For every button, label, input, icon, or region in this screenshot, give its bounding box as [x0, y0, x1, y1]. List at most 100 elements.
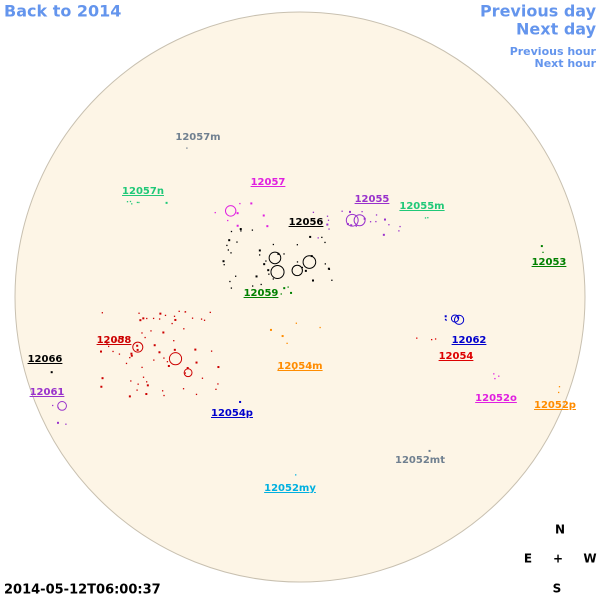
- previous-day-link[interactable]: Previous day: [480, 2, 597, 21]
- sunspot: [100, 350, 103, 353]
- sunspot: [326, 223, 329, 226]
- sunspot: [161, 390, 164, 392]
- sunspot-ring: [183, 368, 193, 378]
- sunspot: [178, 310, 180, 312]
- region-label[interactable]: 12057m: [175, 132, 220, 143]
- previous-hour-link[interactable]: Previous hour: [510, 45, 597, 58]
- region-label[interactable]: 12052my: [264, 483, 316, 494]
- sunspot: [268, 273, 270, 275]
- region-label[interactable]: 12058: [97, 335, 132, 346]
- sunspot: [136, 348, 139, 351]
- region-label[interactable]: 12054m: [277, 361, 322, 372]
- sunspot: [326, 215, 329, 217]
- region-label[interactable]: 12052o: [475, 393, 517, 404]
- sunspot: [158, 351, 161, 354]
- sunspot: [210, 350, 213, 352]
- region-label[interactable]: 12057n: [122, 186, 164, 197]
- sunspot: [129, 200, 132, 203]
- sunspot: [369, 221, 372, 223]
- sunspot: [444, 315, 447, 318]
- sunspot: [236, 241, 238, 243]
- next-day-link[interactable]: Next day: [516, 20, 597, 39]
- sunspot: [382, 233, 385, 236]
- region-label[interactable]: 12066: [28, 354, 63, 365]
- region-label[interactable]: 12057: [251, 177, 286, 188]
- timestamp: 2014-05-12T06:00:37: [4, 583, 161, 598]
- sunspot: [52, 404, 54, 407]
- sunspot: [267, 269, 270, 272]
- sunspot: [227, 249, 229, 251]
- sunspot: [398, 230, 400, 232]
- sunspot: [142, 376, 145, 378]
- region-label[interactable]: 12052mt: [395, 455, 445, 466]
- sunspot: [269, 328, 272, 331]
- sunspot: [311, 279, 314, 282]
- region-label[interactable]: 12054: [439, 351, 474, 362]
- sunspot: [139, 319, 142, 322]
- region-label[interactable]: 12054p: [211, 408, 253, 419]
- sunspot: [260, 283, 262, 286]
- sunspot: [295, 322, 297, 324]
- sunspot: [101, 377, 104, 380]
- sunspot: [239, 228, 242, 231]
- sunspot: [277, 252, 280, 255]
- sunspot: [125, 362, 128, 365]
- sunspot: [235, 275, 237, 277]
- sunspot: [331, 279, 333, 281]
- sunspot: [236, 224, 239, 227]
- sunspot: [428, 449, 431, 452]
- sunspot-ring: [224, 205, 237, 217]
- sunspot: [130, 352, 133, 355]
- sunspot: [171, 322, 173, 325]
- region-label[interactable]: 12061: [30, 387, 65, 398]
- sunspot: [138, 201, 140, 204]
- sunspot: [445, 319, 447, 321]
- sunspot: [355, 225, 357, 227]
- sunspot: [65, 423, 67, 425]
- sunspot: [145, 393, 148, 396]
- sunspot: [498, 375, 500, 377]
- sunspot: [265, 260, 267, 262]
- next-hour-link[interactable]: Next hour: [535, 57, 597, 70]
- sunspot: [361, 210, 363, 213]
- sunspot: [277, 368, 280, 370]
- sunspot: [399, 225, 401, 228]
- sunspot: [136, 201, 139, 204]
- region-label[interactable]: 12059: [244, 288, 279, 299]
- sunspot: [293, 368, 295, 371]
- region-label[interactable]: 12062: [452, 335, 487, 346]
- sunspot: [203, 319, 206, 321]
- sunspot: [164, 314, 167, 317]
- sunspot: [184, 311, 186, 313]
- sunspot: [106, 341, 109, 344]
- sunspot: [100, 385, 103, 388]
- sunspot-ring: [268, 251, 282, 265]
- sunspot: [416, 337, 418, 339]
- sunspot: [146, 317, 148, 320]
- region-label[interactable]: 12056: [289, 217, 324, 228]
- sunspot-ring: [168, 352, 183, 366]
- sunspot: [228, 239, 231, 242]
- sunspot: [493, 373, 495, 375]
- sunspot: [349, 210, 352, 213]
- sunspot: [540, 245, 543, 248]
- sunspot: [328, 268, 331, 270]
- sunspot: [200, 318, 203, 320]
- region-label[interactable]: 12052p: [534, 400, 576, 411]
- sunspot: [309, 235, 312, 238]
- sunspot: [290, 291, 293, 294]
- sunspot: [283, 287, 286, 290]
- sunspot: [388, 224, 390, 226]
- sunspot: [327, 219, 330, 221]
- back-link[interactable]: Back to 2014: [4, 2, 121, 21]
- region-label[interactable]: 12055: [355, 194, 390, 205]
- sunspot: [494, 377, 496, 380]
- region-label[interactable]: 12055m: [399, 201, 444, 212]
- sunspot: [350, 224, 353, 227]
- sunspot: [215, 388, 217, 390]
- sunspot: [182, 388, 185, 390]
- sunspot: [258, 249, 261, 252]
- region-label[interactable]: 12053: [532, 257, 567, 268]
- sunspot: [222, 260, 225, 263]
